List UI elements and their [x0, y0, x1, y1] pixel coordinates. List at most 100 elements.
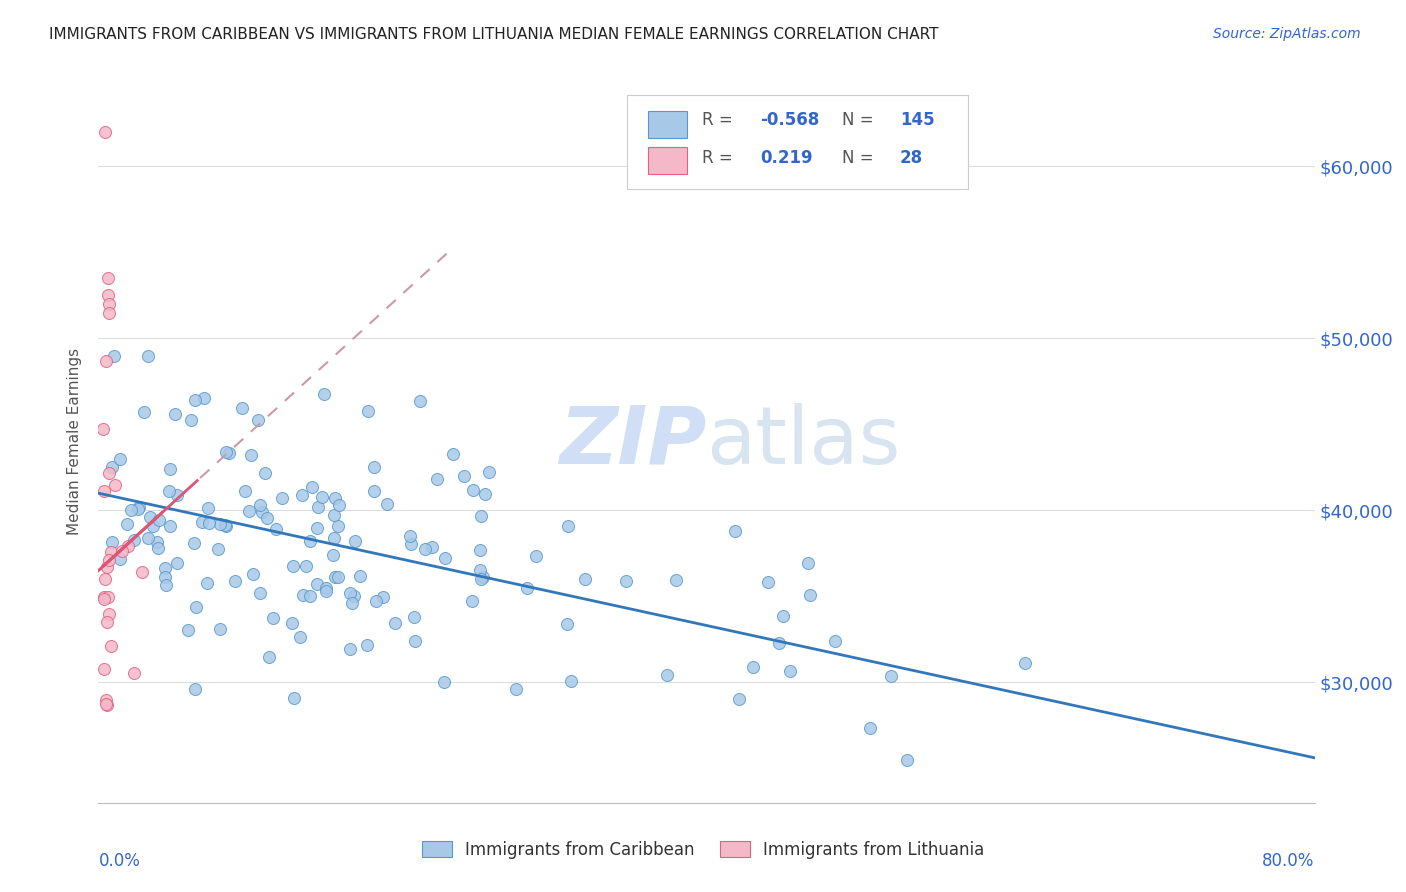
Point [339, 586, 361, 600]
Point [103, 349, 125, 363]
Point [772, 608, 794, 623]
Point [470, 563, 492, 577]
Point [191, 516, 214, 530]
Point [207, 542, 229, 557]
Text: atlas: atlas [707, 402, 901, 481]
Point [208, 517, 231, 532]
Point [218, 445, 240, 459]
Point [290, 488, 312, 502]
Bar [648, 111, 688, 138]
Point [96, 560, 118, 574]
Point [505, 682, 527, 697]
Point [101, 534, 124, 549]
Point [142, 519, 165, 533]
Text: 0.0%: 0.0% [98, 852, 141, 870]
Point [461, 594, 484, 608]
Point [299, 534, 322, 549]
Point [93, 590, 115, 604]
Point [342, 596, 364, 610]
Point [96, 698, 118, 712]
Point [288, 630, 311, 644]
Point [328, 519, 350, 533]
Point [301, 480, 323, 494]
Point [215, 445, 238, 459]
Point [280, 615, 302, 630]
Point [131, 566, 153, 580]
Point [404, 634, 426, 648]
Point [880, 669, 903, 683]
Point [315, 581, 337, 595]
Point [655, 668, 678, 682]
Text: 145: 145 [900, 111, 935, 129]
Point [215, 518, 238, 533]
Point [322, 508, 344, 522]
Point [122, 666, 145, 681]
Point [238, 504, 260, 518]
Point [100, 545, 122, 559]
Text: Source: ZipAtlas.com: Source: ZipAtlas.com [1213, 27, 1361, 41]
Point [115, 516, 138, 531]
Point [197, 501, 219, 516]
Point [93, 125, 115, 139]
Point [283, 559, 305, 574]
Point [292, 588, 315, 602]
Point [557, 519, 579, 533]
Point [100, 639, 122, 653]
Point [148, 513, 170, 527]
Text: N =: N = [842, 111, 879, 129]
Point [231, 401, 253, 416]
Point [184, 599, 207, 614]
Point [146, 541, 169, 556]
Point [166, 556, 188, 570]
Point [155, 578, 177, 592]
Point [470, 542, 492, 557]
Point [283, 690, 305, 705]
Point [426, 472, 449, 486]
Point [323, 491, 346, 505]
Point [311, 490, 333, 504]
Point [249, 585, 271, 599]
Point [366, 593, 388, 607]
Point [246, 413, 269, 427]
Point [796, 556, 818, 570]
Point [728, 691, 751, 706]
Point [343, 590, 366, 604]
Point [413, 541, 436, 556]
Point [344, 534, 367, 549]
Point [253, 466, 276, 480]
Point [104, 477, 127, 491]
Text: R =: R = [702, 149, 742, 167]
Point [239, 448, 262, 462]
Point [117, 539, 139, 553]
Point [409, 394, 432, 409]
Point [896, 753, 918, 767]
Point [98, 297, 121, 311]
Point [195, 576, 218, 591]
Text: 28: 28 [900, 149, 922, 167]
Point [741, 660, 763, 674]
Point [434, 551, 457, 566]
Point [420, 541, 443, 555]
Point [224, 574, 246, 589]
Point [271, 491, 294, 506]
Point [357, 404, 380, 418]
Point [183, 393, 205, 408]
Point [363, 483, 385, 498]
Point [249, 498, 271, 512]
Text: N =: N = [842, 149, 883, 167]
Point [96, 271, 118, 285]
Point [799, 588, 821, 602]
Point [1014, 656, 1036, 670]
Point [93, 662, 115, 676]
Point [824, 633, 846, 648]
Point [477, 465, 499, 479]
Point [314, 387, 336, 401]
Point [295, 559, 318, 574]
Point [315, 583, 337, 598]
Point [208, 622, 231, 636]
Point [724, 524, 747, 539]
Point [166, 488, 188, 502]
Point [463, 483, 485, 498]
Point [97, 590, 120, 604]
Point [262, 611, 284, 625]
